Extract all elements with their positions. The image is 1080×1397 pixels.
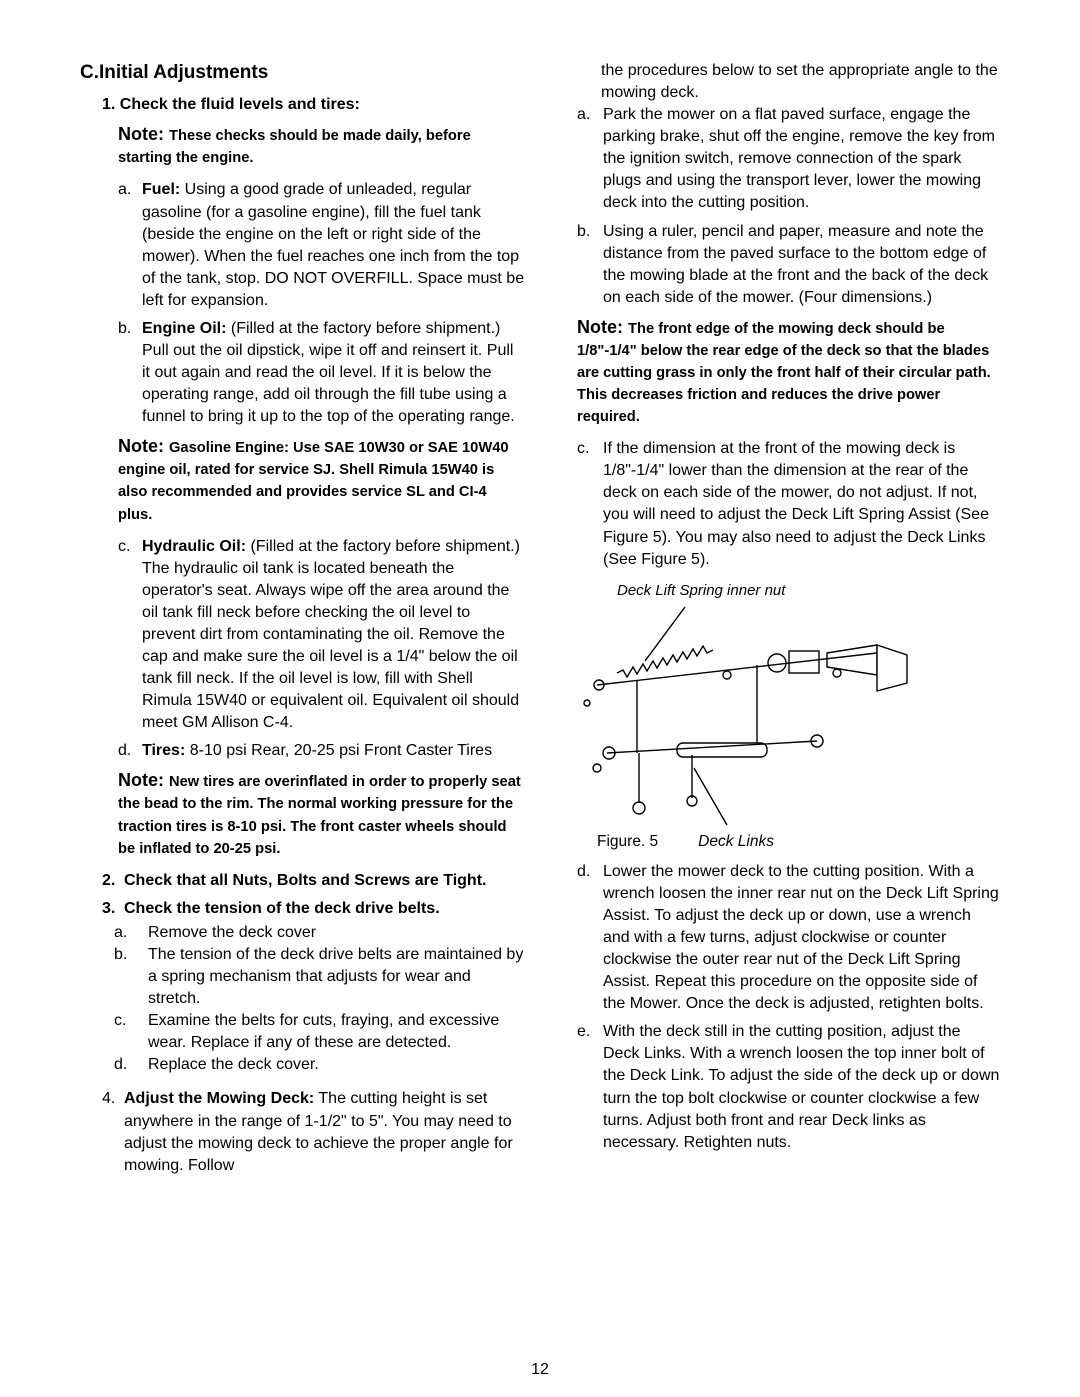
page: C.Initial Adjustments 1. Check the fluid… [0,0,1080,1397]
list-item: c.Examine the belts for cuts, fraying, a… [114,1010,525,1054]
marker-a: a. [118,179,142,311]
list-item: c. Hydraulic Oil: (Filled at the factory… [118,536,525,735]
hydraulic-oil-lead: Hydraulic Oil: [142,538,246,555]
figure-number: Figure. 5 [597,831,658,852]
mowing-deck-steps: a.Park the mower on a flat paved surface… [577,104,1000,309]
marker-c: c. [114,1010,138,1054]
note-lead: Note: [118,770,169,790]
item-2-text: Check that all Nuts, Bolts and Screws ar… [124,870,525,892]
marker-a: a. [577,104,603,214]
right-column: the procedures below to set the appropri… [555,60,1000,1177]
note-lead: Note: [577,317,628,337]
marker-d: d. [118,740,142,762]
list-item: e.With the deck still in the cutting pos… [577,1021,1000,1153]
note-lead: Note: [118,124,169,144]
belt-d: Replace the deck cover. [138,1054,525,1076]
note-body: The front edge of the mowing deck should… [577,321,991,425]
marker-e: e. [577,1021,603,1153]
belt-c: Examine the belts for cuts, fraying, and… [138,1010,525,1054]
note-1: Note: These checks should be made daily,… [118,122,525,169]
num-4: 4. [102,1088,124,1176]
tires-text: 8-10 psi Rear, 20-25 psi Front Caster Ti… [185,742,492,759]
item-3-text: Check the tension of the deck drive belt… [124,898,525,920]
note-right: Note: The front edge of the mowing deck … [577,315,1000,428]
figure-top-label: Deck Lift Spring inner nut [617,581,1000,602]
note-body: These checks should be made daily, befor… [118,128,471,166]
item-4-lead: Adjust the Mowing Deck: [124,1090,314,1107]
item-3: 3. Check the tension of the deck drive b… [102,898,525,920]
list-item: b.The tension of the deck drive belts ar… [114,944,525,1010]
item-1: 1. Check the fluid levels and tires: [102,94,525,116]
step-e: With the deck still in the cutting posit… [603,1021,1000,1153]
step-b: Using a ruler, pencil and paper, measure… [603,221,1000,309]
marker-a: a. [114,922,138,944]
item-4-continuation: the procedures below to set the appropri… [601,60,1000,104]
figure-deck-links-label: Deck Links [698,831,774,852]
item-1-title: 1. Check the fluid levels and tires: [102,96,360,113]
list-item: d.Lower the mower deck to the cutting po… [577,861,1000,1016]
list-item: a.Remove the deck cover [114,922,525,944]
fluid-check-list-cont: c. Hydraulic Oil: (Filled at the factory… [118,536,525,763]
belt-list: a.Remove the deck cover b.The tension of… [114,922,525,1077]
note-3: Note: New tires are overinflated in orde… [118,768,525,859]
note-lead: Note: [118,436,169,456]
belt-b: The tension of the deck drive belts are … [138,944,525,1010]
note-body: New tires are overinflated in order to p… [118,774,521,856]
engine-oil-lead: Engine Oil: [142,320,226,337]
item-2: 2. Check that all Nuts, Bolts and Screws… [102,870,525,892]
marker-d: d. [114,1054,138,1076]
note-body: Gasoline Engine: Use SAE 10W30 or SAE 10… [118,440,509,522]
marker-b: b. [118,318,142,428]
marker-b: b. [577,221,603,309]
step-c: If the dimension at the front of the mow… [603,438,1000,570]
list-item: d.Replace the deck cover. [114,1054,525,1076]
list-item: b. Engine Oil: (Filled at the factory be… [118,318,525,428]
num-2: 2. [102,870,124,892]
two-column-layout: C.Initial Adjustments 1. Check the fluid… [0,0,1080,1177]
hydraulic-oil-text: (Filled at the factory before shipment.)… [142,538,520,732]
list-item: c.If the dimension at the front of the m… [577,438,1000,570]
marker-c: c. [118,536,142,735]
marker-d: d. [577,861,603,1016]
fuel-text: Using a good grade of unleaded, regular … [142,181,524,308]
num-3: 3. [102,898,124,920]
marker-c: c. [577,438,603,570]
list-item: a.Park the mower on a flat paved surface… [577,104,1000,214]
step-d: Lower the mower deck to the cutting posi… [603,861,1000,1016]
section-heading: C.Initial Adjustments [80,60,525,86]
step-a: Park the mower on a flat paved surface, … [603,104,1000,214]
item-4: 4. Adjust the Mowing Deck: The cutting h… [102,1088,525,1176]
mowing-deck-steps-2: c.If the dimension at the front of the m… [577,438,1000,570]
fluid-check-list: a. Fuel: Using a good grade of unleaded,… [118,179,525,428]
fuel-lead: Fuel: [142,181,180,198]
mowing-deck-steps-3: d.Lower the mower deck to the cutting po… [577,861,1000,1154]
deck-lift-diagram [577,603,917,833]
marker-b: b. [114,944,138,1010]
tires-lead: Tires: [142,742,185,759]
figure-bottom-row: Figure. 5 Deck Links [577,831,1000,852]
list-item: d. Tires: 8-10 psi Rear, 20-25 psi Front… [118,740,525,762]
note-2: Note: Gasoline Engine: Use SAE 10W30 or … [118,434,525,525]
page-number: 12 [0,1361,1080,1379]
figure-5: Deck Lift Spring inner nut [577,581,1000,853]
list-item: a. Fuel: Using a good grade of unleaded,… [118,179,525,311]
left-column: C.Initial Adjustments 1. Check the fluid… [80,60,525,1177]
list-item: b.Using a ruler, pencil and paper, measu… [577,221,1000,309]
belt-a: Remove the deck cover [138,922,525,944]
